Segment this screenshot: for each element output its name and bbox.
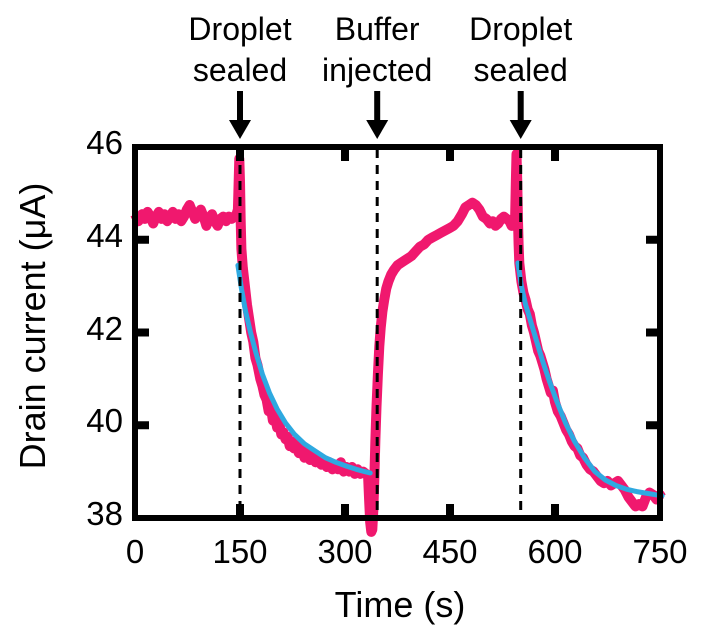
x-tick-label-0: 0 (125, 533, 145, 570)
y-tick-label-40: 40 (86, 402, 123, 440)
annotation-line-2: sealed (192, 52, 288, 88)
down-arrow-icon-head-2 (366, 120, 389, 139)
y-tick-label-42: 42 (86, 309, 123, 347)
x-tick-label-600: 600 (527, 533, 583, 570)
y-tick-left (132, 328, 149, 337)
y-tick-right (646, 328, 663, 337)
annotation-line-1: Droplet (188, 11, 292, 47)
down-arrow-icon-head-3 (509, 120, 532, 139)
annotation-droplet-sealed-2: Droplet sealed (469, 9, 572, 91)
x-tick-label-300: 300 (317, 533, 373, 570)
annotation-buffer-injected: Buffer injected (322, 9, 432, 91)
annotation-line-1: Droplet (469, 11, 573, 47)
x-axis-title: Time (s) (334, 584, 466, 625)
down-arrow-icon-stem-3 (517, 91, 524, 122)
down-arrow-icon-stem-1 (237, 91, 243, 122)
y-tick-left (132, 235, 149, 244)
x-tick-bottom (446, 504, 454, 521)
annotation-droplet-sealed-1: Droplet sealed (188, 9, 291, 91)
x-tick-top (446, 144, 454, 161)
y-tick-left (132, 421, 149, 430)
x-tick-top (551, 144, 559, 161)
fit-curve-1 (235, 262, 373, 476)
annotation-line-2: injected (322, 52, 433, 88)
down-arrow-icon-stem-2 (374, 91, 381, 122)
x-tick-label-450: 450 (422, 533, 478, 570)
y-axis-title: Drain current (μA) (12, 182, 53, 470)
annotation-line-1: Buffer (334, 11, 420, 47)
fit-curve-2 (515, 260, 665, 499)
x-tick-top (236, 144, 244, 161)
y-tick-label-38: 38 (86, 495, 123, 532)
y-tick-label-46: 46 (86, 124, 123, 161)
x-tick-label-150: 150 (212, 533, 268, 570)
y-tick-right (646, 421, 663, 430)
x-tick-label-750: 750 (632, 533, 688, 570)
data-series-line (130, 149, 666, 537)
annotation-line-2: sealed (473, 52, 568, 88)
x-tick-bottom (236, 504, 244, 521)
x-tick-bottom (341, 504, 349, 521)
y-tick-right (646, 235, 663, 244)
down-arrow-icon-head-1 (229, 120, 251, 139)
x-tick-top (341, 144, 349, 161)
x-tick-bottom (551, 504, 559, 521)
y-tick-label-44: 44 (86, 216, 123, 254)
